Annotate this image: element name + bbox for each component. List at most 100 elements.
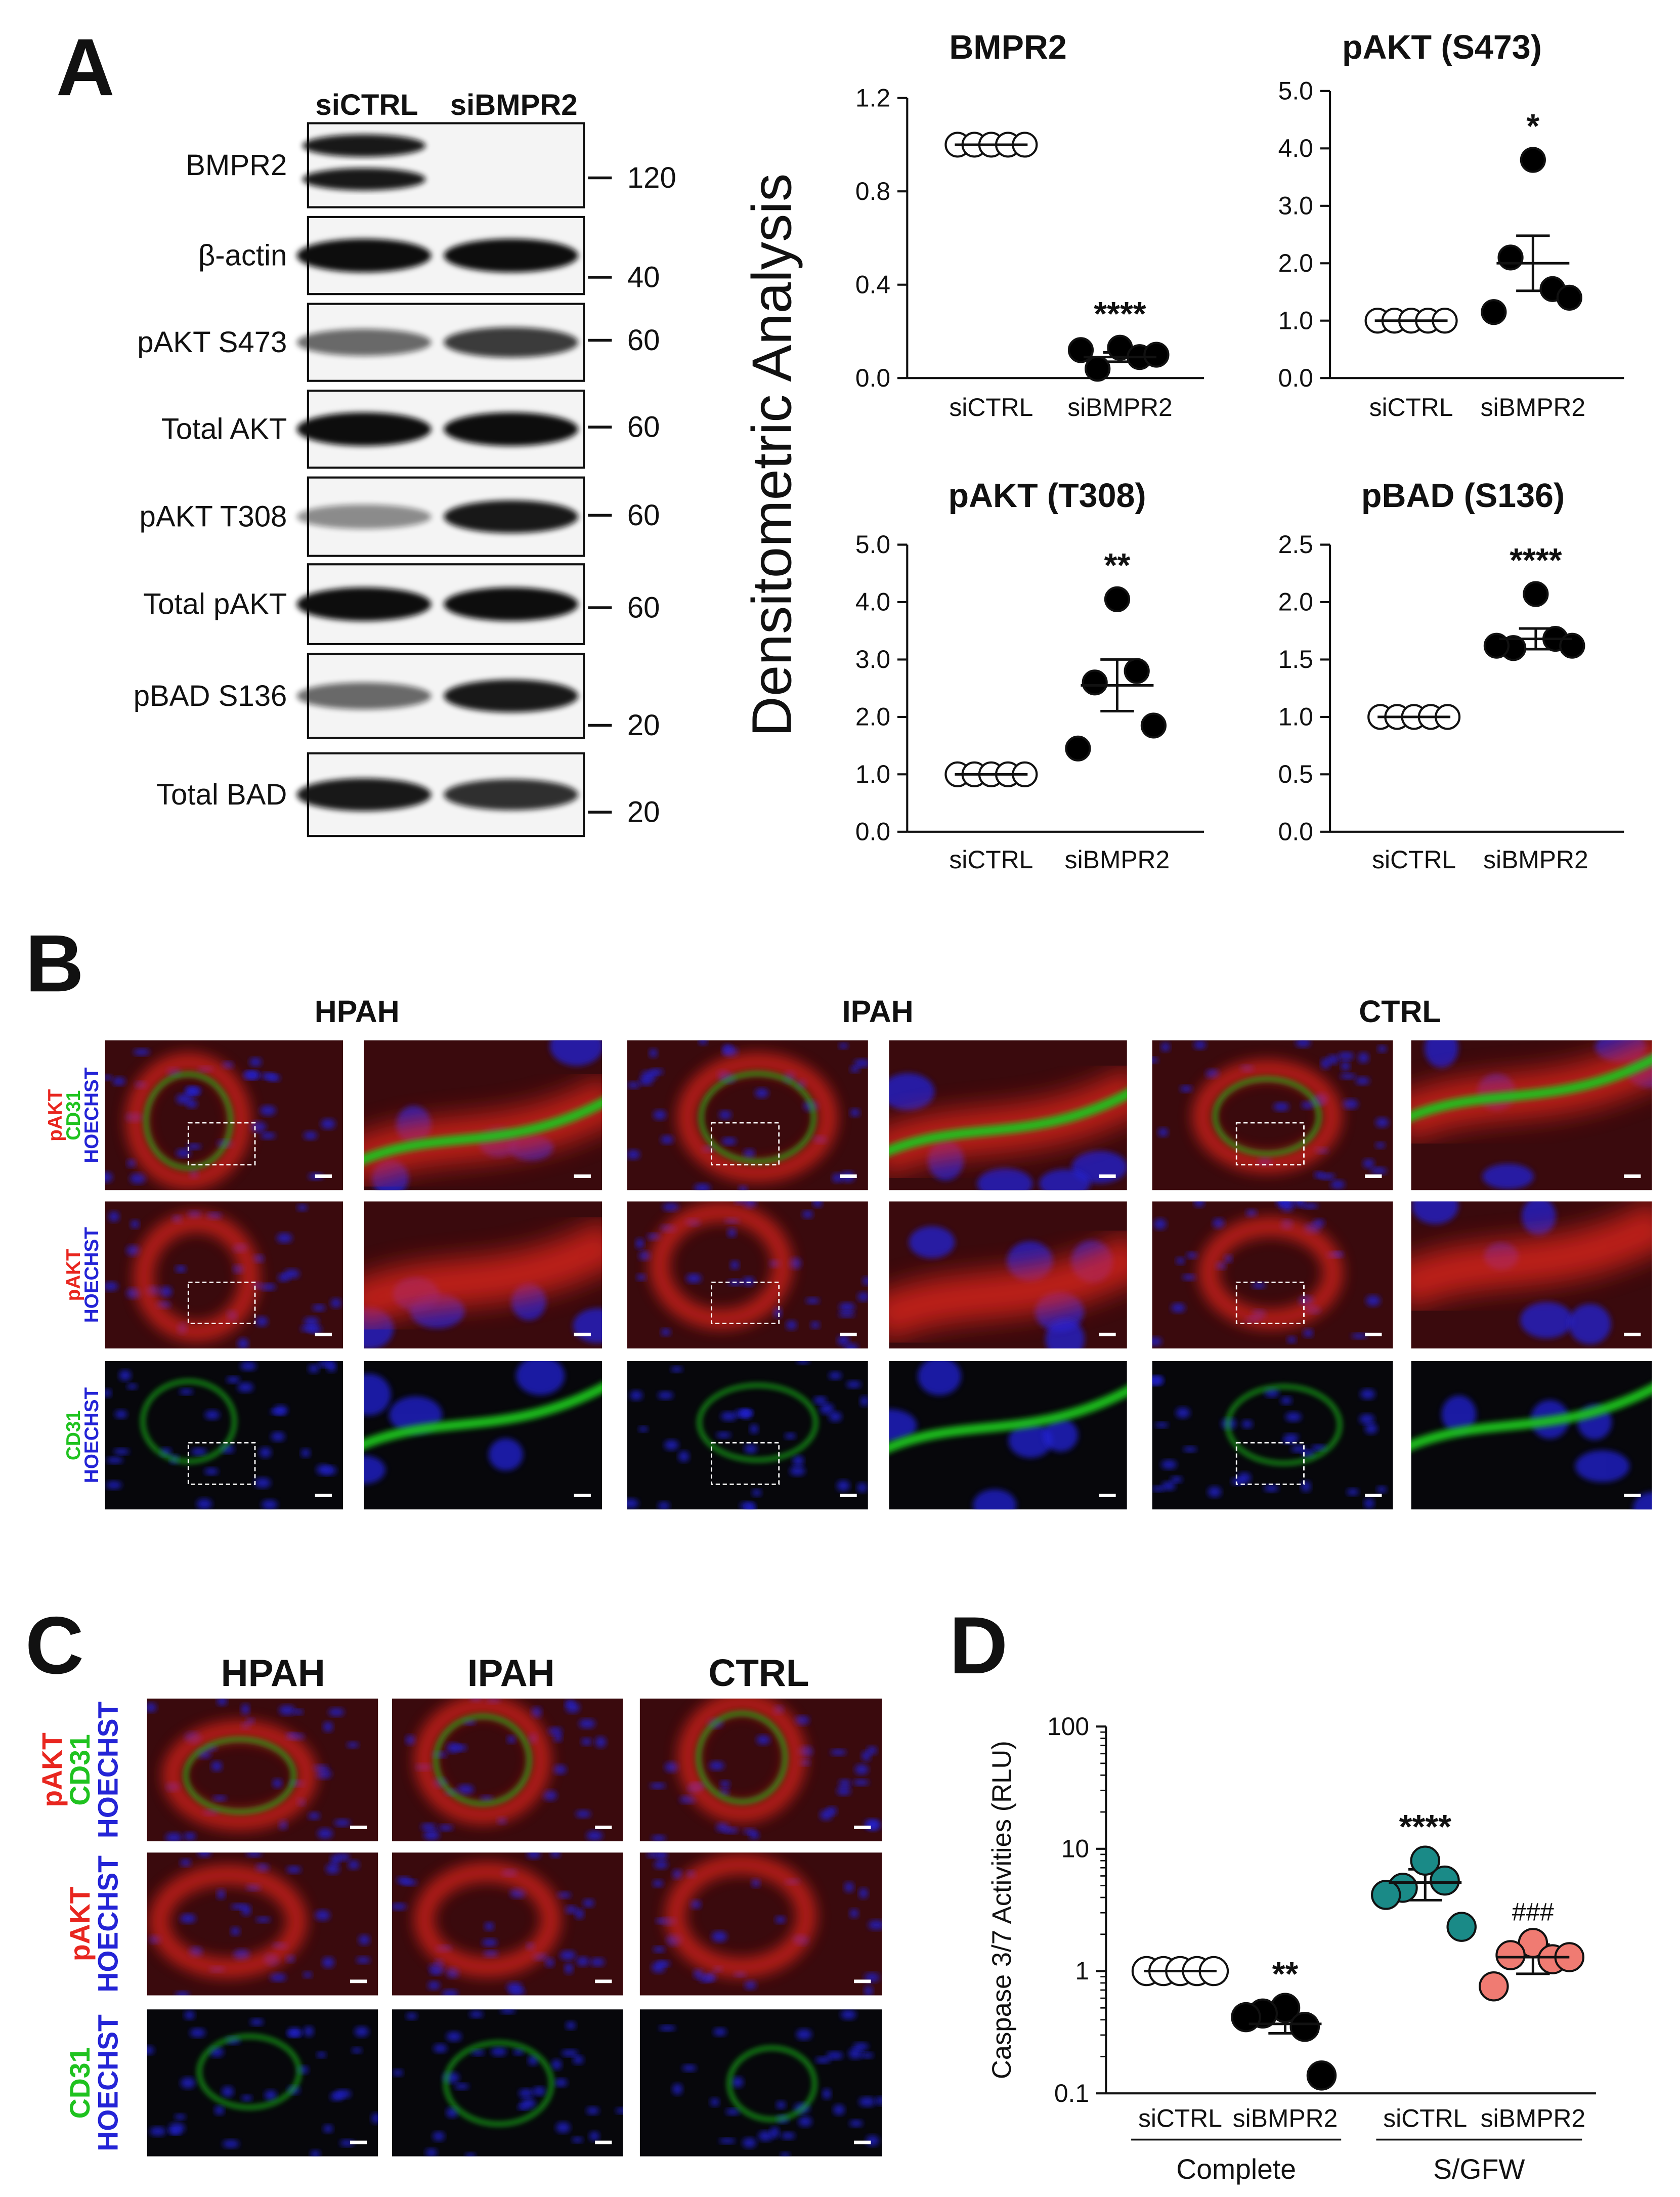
- nucleus: [655, 1852, 668, 1861]
- zoom-box: [187, 1442, 256, 1485]
- nucleus: [1252, 1282, 1266, 1289]
- nucleus: [586, 1830, 603, 1841]
- micrograph: [627, 1201, 868, 1348]
- nucleus: [231, 1927, 240, 1936]
- nucleus: [1327, 1054, 1339, 1065]
- panel-letter: B: [25, 918, 84, 1009]
- marker-label: 60: [627, 324, 660, 357]
- nucleus: [190, 2028, 206, 2038]
- nucleus: [1280, 1201, 1294, 1206]
- stain-label: CD31: [63, 1410, 84, 1460]
- nucleus: [315, 1769, 332, 1779]
- nucleus: [352, 2047, 362, 2054]
- micrograph: [889, 1201, 1127, 1348]
- nucleus: [820, 1403, 834, 1414]
- nucleus: [858, 1888, 868, 1899]
- x-tick-label: siBMPR2: [1233, 2104, 1338, 2133]
- micrograph: [1411, 1201, 1652, 1348]
- nucleus: [1360, 1389, 1375, 1400]
- nucleus: [1153, 1218, 1167, 1230]
- nucleus: [197, 1852, 211, 1857]
- nucleus: [293, 1709, 304, 1715]
- blot-band: [296, 587, 432, 621]
- nucleus: [1482, 1163, 1534, 1190]
- nucleus: [1155, 1422, 1169, 1428]
- marker-label: 120: [627, 161, 676, 194]
- nucleus: [244, 1071, 260, 1079]
- nucleus: [1160, 1042, 1170, 1052]
- data-point: [1124, 658, 1150, 684]
- nucleus: [742, 2137, 756, 2148]
- nucleus: [126, 1383, 138, 1389]
- nucleus: [260, 1105, 276, 1116]
- nucleus: [833, 2104, 845, 2115]
- significance: **: [1272, 1956, 1299, 1993]
- nucleus: [653, 1880, 664, 1887]
- nucleus: [1176, 1407, 1190, 1418]
- shared-y-label: Densitometric Analysis: [741, 174, 803, 737]
- red-ring: [162, 1720, 317, 1831]
- nucleus: [595, 1736, 607, 1748]
- stain-label: HOECHST: [81, 1067, 103, 1163]
- green-ring: [444, 2041, 553, 2126]
- nucleus: [857, 1292, 868, 1301]
- blot-label: pBAD S136: [134, 680, 287, 712]
- nucleus: [756, 1735, 770, 1745]
- nucleus: [321, 1118, 335, 1129]
- micrograph: [364, 1040, 602, 1191]
- nucleus: [262, 1499, 278, 1510]
- nucleus: [446, 2032, 462, 2042]
- nucleus: [864, 1985, 873, 1996]
- nucleus: [348, 1860, 360, 1870]
- data-point: [1430, 1865, 1460, 1896]
- nucleus: [433, 2044, 447, 2053]
- data-point: [1104, 586, 1131, 612]
- nucleus: [630, 1390, 643, 1401]
- nucleus: [255, 1917, 271, 1923]
- nucleus: [740, 1502, 754, 1510]
- x-tick-label: siCTRL: [949, 846, 1033, 874]
- nucleus: [1171, 1476, 1183, 1483]
- nucleus: [119, 1370, 132, 1381]
- nucleus: [133, 1048, 150, 1055]
- micrograph: [147, 1698, 378, 1842]
- nucleus: [848, 2048, 863, 2059]
- nucleus: [710, 2098, 719, 2106]
- nucleus: [730, 1260, 740, 1270]
- nucleus: [820, 1809, 833, 1821]
- nucleus: [1370, 1167, 1387, 1174]
- nucleus: [246, 1852, 262, 1857]
- green-ring: [699, 1072, 816, 1163]
- nucleus: [237, 1382, 253, 1392]
- nucleus: [438, 1824, 453, 1831]
- green-band: [364, 1097, 602, 1165]
- nucleus: [909, 1226, 955, 1258]
- nucleus: [664, 1762, 679, 1772]
- nucleus: [862, 1277, 868, 1285]
- nucleus: [433, 2131, 445, 2141]
- nucleus: [308, 1364, 319, 1373]
- green-ring: [1213, 1077, 1321, 1156]
- nucleus: [1161, 1460, 1177, 1469]
- y-tick-label: 1.0: [1278, 702, 1313, 731]
- nucleus: [1341, 1061, 1350, 1071]
- nucleus: [661, 1328, 671, 1336]
- nucleus: [627, 1150, 640, 1160]
- y-tick-label: 0.4: [855, 270, 890, 299]
- nucleus: [586, 2106, 599, 2115]
- y-tick-label: 0.0: [855, 364, 890, 392]
- y-tick-label: 2.0: [1278, 588, 1313, 616]
- nucleus: [317, 2051, 326, 2058]
- image-bg: [639, 2009, 882, 2157]
- data-point: [1497, 244, 1524, 271]
- nucleus: [854, 1764, 869, 1775]
- blot-band: [296, 329, 432, 356]
- image-bg: [627, 1361, 868, 1510]
- nucleus: [575, 1909, 584, 1919]
- nucleus: [446, 2107, 458, 2118]
- nucleus: [579, 1719, 595, 1728]
- micrograph: [889, 1361, 1127, 1510]
- blot-label: Total pAKT: [143, 587, 287, 620]
- nucleus: [822, 2088, 831, 2099]
- zoom-box: [1235, 1122, 1305, 1166]
